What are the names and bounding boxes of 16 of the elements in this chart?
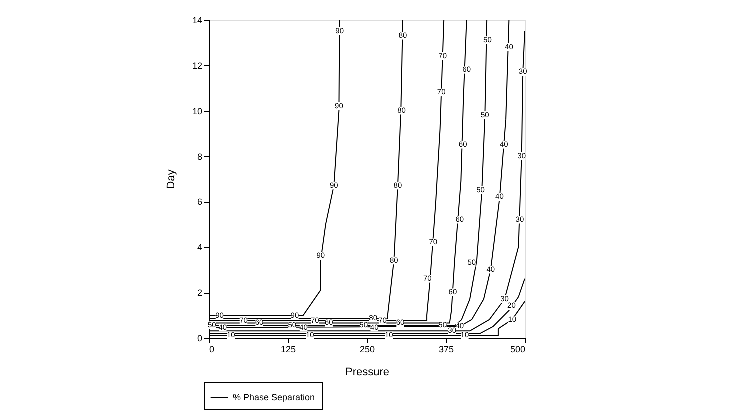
x-tick-label: 250	[360, 344, 376, 354]
x-tick-label: 0	[210, 344, 215, 354]
x-tick-label: 500	[510, 344, 526, 354]
y-tick-label: 12	[192, 60, 202, 71]
y-tick-label: 14	[192, 16, 202, 26]
x-tick-label: 375	[438, 344, 454, 354]
x-axis-title: Pressure	[345, 366, 390, 378]
y-tick-label: 0	[197, 334, 202, 344]
y-tick-label: 2	[197, 288, 202, 298]
legend-label: % Phase Separation	[233, 392, 316, 402]
y-tick-label: 6	[197, 197, 202, 208]
y-tick-label: 8	[197, 152, 202, 162]
y-axis-title: Day	[165, 169, 178, 190]
y-tick-label: 10	[192, 106, 202, 116]
x-tick-label: 125	[280, 344, 296, 354]
y-tick-label: 4	[197, 242, 202, 253]
